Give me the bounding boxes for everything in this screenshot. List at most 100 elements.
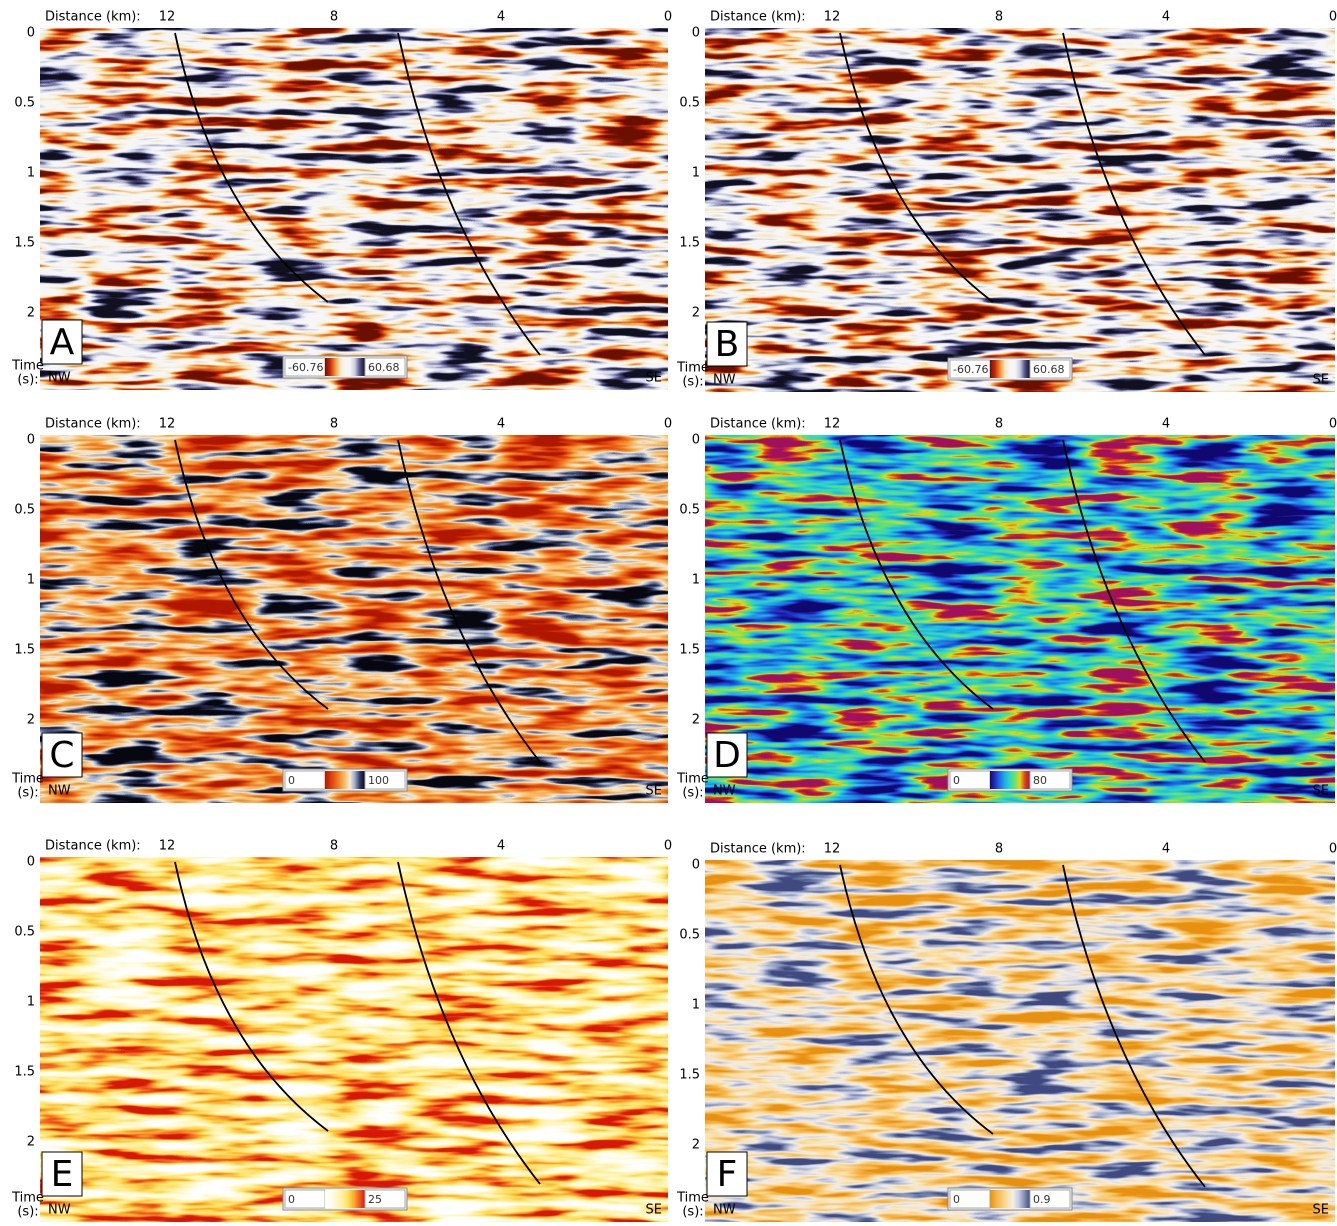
time-tick: 1.5: [14, 236, 35, 251]
time-label: (s):: [682, 375, 703, 390]
time-label: (s):: [17, 786, 38, 801]
distance-tick: 0: [1329, 10, 1337, 25]
panel-letter-box: [41, 319, 83, 365]
direction-right: SE: [646, 784, 662, 799]
panel-letter-box: [706, 1151, 748, 1197]
colorbar-max-box: [1029, 359, 1071, 379]
seismic-section: [705, 860, 1335, 1222]
panel-letter-box: [41, 732, 83, 778]
fault: [839, 439, 994, 710]
distance-tick: 0: [1329, 842, 1337, 857]
colorbar-max: 0.9: [1033, 1193, 1051, 1206]
fault: [397, 861, 541, 1185]
colorbar-min: -60.76: [288, 361, 323, 374]
direction-left: NW: [713, 1203, 736, 1218]
colorbar: [325, 358, 365, 376]
time-tick: 1: [27, 573, 35, 588]
time-tick: 0: [692, 858, 700, 873]
time-tick: 0.5: [679, 928, 700, 943]
fault: [174, 861, 329, 1132]
direction-left: NW: [713, 784, 736, 799]
time-tick: 2: [27, 713, 35, 728]
time-tick: 0: [27, 855, 35, 870]
direction-left: NW: [713, 373, 736, 388]
fault: [1062, 32, 1206, 356]
distance-tick: 12: [824, 842, 841, 857]
distance-tick: 12: [159, 839, 176, 854]
panel: Distance (km): 12 8 4 0 0 0.5 1 1.5 2 Time(s): E NW S…: [11, 839, 672, 1222]
distance-label: Distance (km):: [710, 417, 806, 432]
distance-tick: 12: [824, 417, 841, 432]
fault: [1062, 439, 1206, 763]
distance-tick: 4: [1162, 10, 1170, 25]
time-tick: 1.5: [679, 236, 700, 251]
panel: Distance (km): 12 8 4 0 0 0.5 1 1.5 2 Time(s): B NW S…: [676, 10, 1337, 392]
time-tick: 1: [692, 166, 700, 181]
seismic-section: [40, 857, 668, 1222]
panel: Distance (km): 12 8 4 0 0 0.5 1 1.5 2 Time(s): D NW S…: [676, 417, 1337, 803]
time-tick: 2: [692, 306, 700, 321]
time-tick: 2: [27, 306, 35, 321]
fault: [1062, 864, 1206, 1188]
panel-letter-box: [706, 732, 748, 778]
distance-tick: 4: [497, 839, 505, 854]
seismic-section: [40, 28, 668, 390]
colorbar-max-box: [1029, 770, 1071, 790]
distance-tick: 4: [1162, 417, 1170, 432]
distance-tick: 8: [995, 417, 1003, 432]
time-label: Time: [676, 772, 709, 787]
seismic-section: [705, 28, 1335, 392]
time-tick: 0: [27, 26, 35, 41]
panel-letter-box: [706, 321, 748, 367]
fault: [839, 32, 994, 303]
panel-letter: B: [715, 324, 740, 365]
time-tick: 2: [692, 713, 700, 728]
fault: [174, 32, 329, 303]
panel-letter: D: [713, 735, 741, 776]
seismic-section: [40, 435, 668, 803]
distance-tick: 8: [330, 839, 338, 854]
time-tick: 1.5: [14, 1065, 35, 1080]
panel-letter: A: [50, 322, 75, 363]
colorbar-max-box: [364, 770, 406, 790]
panel: Distance (km): 12 8 4 0 0 0.5 1 1.5 2 Time(s): F NW S…: [676, 842, 1337, 1222]
colorbar-max-box: [364, 357, 406, 377]
time-tick: 1.5: [679, 1068, 700, 1083]
distance-tick: 0: [1329, 417, 1337, 432]
time-tick: 1.5: [14, 643, 35, 658]
colorbar: [990, 1190, 1030, 1208]
seismic-section: [705, 435, 1335, 803]
distance-label: Distance (km):: [45, 417, 141, 432]
distance-tick: 8: [330, 10, 338, 25]
time-tick: 1: [692, 573, 700, 588]
fault: [397, 439, 541, 763]
time-tick: 0.5: [14, 96, 35, 111]
time-tick: 0: [692, 26, 700, 41]
distance-label: Distance (km):: [45, 839, 141, 854]
time-tick: 1: [27, 995, 35, 1010]
panel: Distance (km): 12 8 4 0 0 0.5 1 1.5 2 Time(s): C NW S…: [11, 417, 672, 803]
direction-right: SE: [1313, 1203, 1329, 1218]
colorbar-max: 100: [368, 774, 389, 787]
time-tick: 0.5: [679, 96, 700, 111]
time-label: Time: [676, 361, 709, 376]
distance-label: Distance (km):: [45, 10, 141, 25]
panel-letter-box: [41, 1151, 83, 1197]
direction-left: NW: [48, 1203, 71, 1218]
colorbar-max: 25: [368, 1193, 382, 1206]
distance-tick: 8: [995, 10, 1003, 25]
distance-tick: 8: [330, 417, 338, 432]
distance-tick: 4: [497, 10, 505, 25]
colorbar: [990, 360, 1030, 378]
direction-left: NW: [48, 784, 71, 799]
time-label: (s):: [17, 1205, 38, 1220]
colorbar-min: -60.76: [953, 363, 988, 376]
colorbar-min: 0: [288, 1193, 295, 1206]
colorbar: [990, 771, 1030, 789]
panel: Distance (km): 12 8 4 0 0 0.5 1 1.5 2 Time(s): A NW S…: [11, 10, 672, 390]
time-tick: 0: [27, 433, 35, 448]
panel-letter: F: [717, 1154, 738, 1195]
time-tick: 0: [692, 433, 700, 448]
time-tick: 2: [692, 1138, 700, 1153]
